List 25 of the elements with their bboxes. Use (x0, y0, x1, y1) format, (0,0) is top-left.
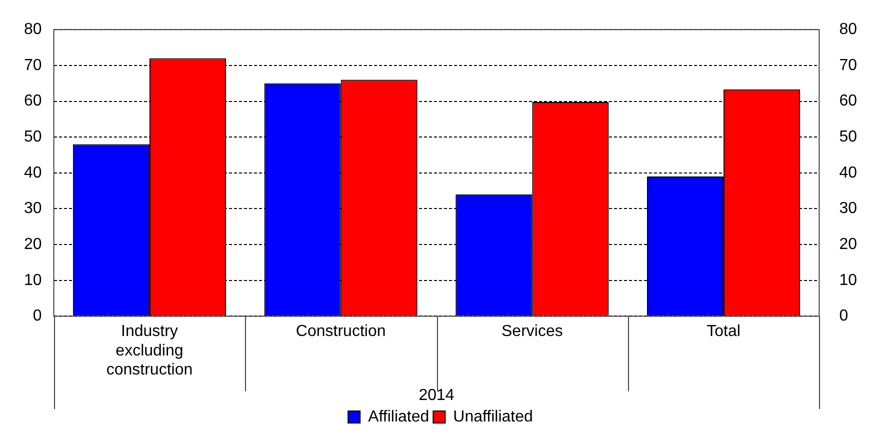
y2-tick-label: 40 (839, 164, 858, 182)
legend-label: Affiliated (368, 408, 430, 426)
y2-tick-label: 20 (839, 236, 858, 253)
y-tick-label: 20 (24, 236, 42, 253)
legend-label: Unaffiliated (453, 408, 533, 426)
y2-tick-label: 50 (839, 128, 858, 146)
y-tick-label: 60 (24, 92, 42, 110)
y2-tick-label: 30 (839, 200, 858, 218)
x-axis-title: 2014 (418, 386, 454, 404)
y-tick-label: 50 (24, 128, 42, 146)
y2-tick-label: 10 (839, 272, 858, 289)
y2-tick-label: 70 (839, 56, 858, 74)
y-tick-label: 10 (24, 272, 42, 289)
x-tick-label: Total (706, 323, 740, 340)
y-tick-label: 0 (32, 308, 42, 325)
x-tick-label: Industry excluding construction (106, 323, 193, 379)
y2-tick-label: 80 (839, 21, 858, 38)
x-tick-label: Services (501, 323, 563, 340)
y2-tick-label: 60 (839, 92, 858, 110)
y-tick-label: 70 (24, 56, 42, 74)
y-tick-label: 40 (24, 164, 42, 182)
y-tick-label: 80 (24, 21, 42, 38)
y2-tick-label: 0 (839, 308, 848, 325)
y-tick-label: 30 (24, 200, 42, 218)
x-tick-label: Construction (296, 323, 386, 340)
